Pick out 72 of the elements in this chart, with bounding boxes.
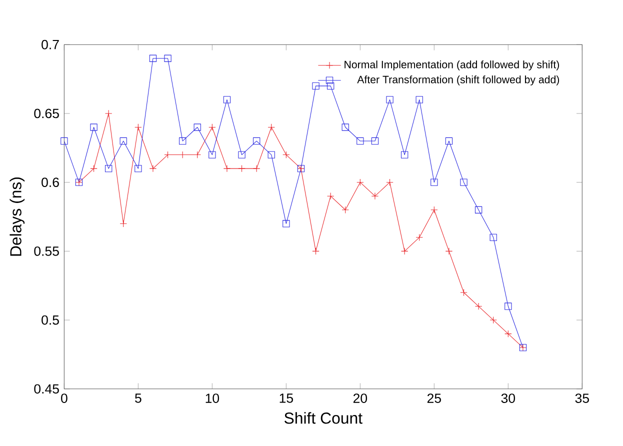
y-tick-label: 0.55	[34, 246, 59, 256]
x-tick-label: 35	[575, 394, 589, 404]
point	[134, 165, 142, 172]
point	[223, 165, 231, 172]
point	[342, 124, 349, 132]
point	[194, 124, 201, 132]
y-tick-label: 0.65	[34, 109, 59, 118]
point	[400, 151, 408, 159]
point	[149, 165, 157, 172]
point	[504, 302, 512, 310]
point	[312, 82, 320, 90]
point	[60, 138, 68, 145]
point	[356, 178, 364, 186]
y-tick-label: 0.7	[42, 40, 59, 50]
point	[223, 96, 231, 104]
x-tick-label: 15	[280, 394, 293, 404]
point	[120, 138, 127, 145]
point	[90, 165, 98, 172]
point	[120, 220, 127, 228]
point	[238, 165, 246, 172]
y-tick-label: 0.45	[34, 384, 59, 394]
point	[149, 55, 157, 62]
point	[268, 151, 275, 159]
point	[460, 178, 468, 186]
y-tick-label: 0.6	[42, 178, 59, 188]
point	[371, 138, 379, 145]
point	[460, 289, 468, 296]
point	[238, 151, 246, 159]
legend-label: Normal Implementation (add followed by shift)	[344, 60, 560, 71]
point	[474, 206, 482, 214]
point	[490, 234, 497, 242]
point	[164, 55, 172, 62]
point	[371, 192, 379, 200]
x-tick-label: 20	[353, 394, 368, 404]
point	[474, 302, 482, 310]
x-tick-label: 5	[135, 394, 142, 404]
point	[208, 151, 216, 159]
point	[282, 151, 290, 159]
point	[282, 220, 290, 228]
y-tick-label: 0.5	[42, 316, 59, 325]
point	[504, 330, 512, 338]
legend-label: After Transformation (shift followed by add)	[357, 76, 560, 86]
point	[356, 138, 364, 145]
point	[430, 178, 438, 186]
point	[105, 110, 112, 118]
x-tick-label: 25	[427, 394, 441, 404]
y-axis-title: Delays (ns)	[10, 178, 25, 256]
point	[252, 165, 260, 172]
point	[179, 138, 186, 145]
point	[490, 316, 497, 324]
point	[416, 234, 423, 242]
point	[430, 206, 438, 214]
point	[445, 248, 453, 255]
point	[326, 192, 334, 200]
point	[208, 124, 216, 132]
point	[326, 82, 334, 90]
point	[268, 124, 275, 132]
point	[134, 124, 142, 132]
point	[105, 165, 112, 172]
point	[342, 206, 349, 214]
x-axis-title: Shift Count	[284, 412, 362, 424]
point	[312, 248, 320, 255]
point	[386, 96, 394, 104]
point	[445, 138, 453, 145]
x-tick-label: 30	[501, 394, 516, 404]
point	[386, 178, 394, 186]
point	[416, 96, 423, 104]
x-tick-label: 10	[206, 394, 220, 404]
point	[90, 124, 98, 132]
x-tick-label: 0	[61, 394, 68, 404]
point	[400, 248, 408, 255]
point	[252, 138, 260, 145]
